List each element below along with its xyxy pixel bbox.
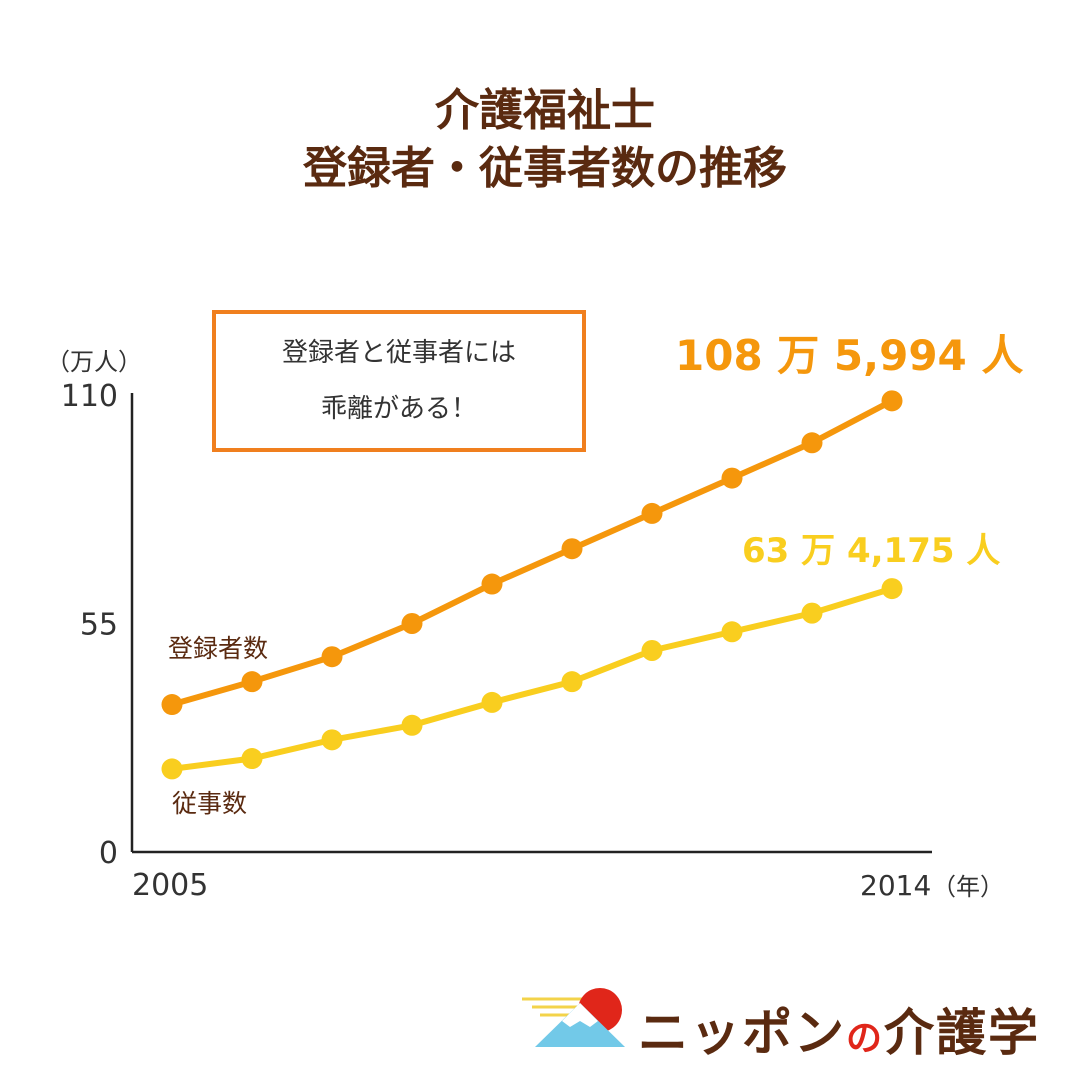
callout-line2: 乖離がある！ — [320, 394, 477, 424]
data-point — [881, 578, 903, 600]
series-end-value-label: 108 万 5,994 人 — [675, 331, 1023, 380]
callout-box: 登録者と従事者には 乖離がある！ — [212, 310, 586, 452]
series-name-label: 登録者数 — [168, 634, 268, 663]
data-point — [241, 748, 263, 770]
series-end-value-label: 63 万 4,175 人 — [742, 531, 1000, 571]
data-point — [481, 691, 503, 713]
data-point — [401, 613, 423, 634]
x-tick-label: 2005 — [132, 868, 208, 903]
data-point — [561, 538, 583, 560]
series-line — [171, 398, 894, 708]
y-tick-label: 55 — [80, 608, 118, 643]
data-point — [721, 621, 743, 643]
data-point — [481, 573, 503, 595]
data-point — [561, 671, 583, 693]
y-tick-label: 0 — [99, 836, 118, 871]
y-tick-label: 110 — [61, 379, 118, 414]
chart-title: 介護福祉士 登録者・従事者数の推移 — [0, 82, 1090, 198]
data-point — [641, 640, 663, 662]
series-line — [171, 585, 893, 772]
brand-name-b: の — [846, 1018, 885, 1059]
mount-fuji-sun-icon — [522, 988, 625, 1047]
callout-line1: 登録者と従事者には — [281, 338, 516, 368]
brand-name-c: 介護学 — [884, 1004, 1041, 1062]
data-point — [881, 390, 903, 412]
chart-title-line1: 介護福祉士 — [435, 85, 655, 136]
series-name-label: 従事数 — [172, 789, 247, 818]
data-point — [321, 729, 343, 751]
data-point — [161, 694, 183, 716]
data-point — [241, 671, 263, 693]
data-point — [321, 646, 343, 668]
y-unit-label: （万人） — [46, 348, 142, 376]
data-point — [161, 758, 183, 780]
data-point — [721, 467, 743, 489]
x-unit-label: （年） — [932, 873, 1004, 901]
data-point — [801, 432, 823, 454]
brand-name: ニッポンの介護学 — [638, 993, 1040, 1065]
data-point — [801, 602, 823, 624]
data-point — [401, 714, 423, 736]
chart-title-line2: 登録者・従事者数の推移 — [303, 143, 787, 194]
brand-logo: ニッポンの介護学 — [520, 985, 1070, 1065]
brand-name-a: ニッポン — [638, 1004, 846, 1062]
x-tick-label: 2014 — [860, 869, 931, 902]
data-point — [641, 502, 663, 524]
